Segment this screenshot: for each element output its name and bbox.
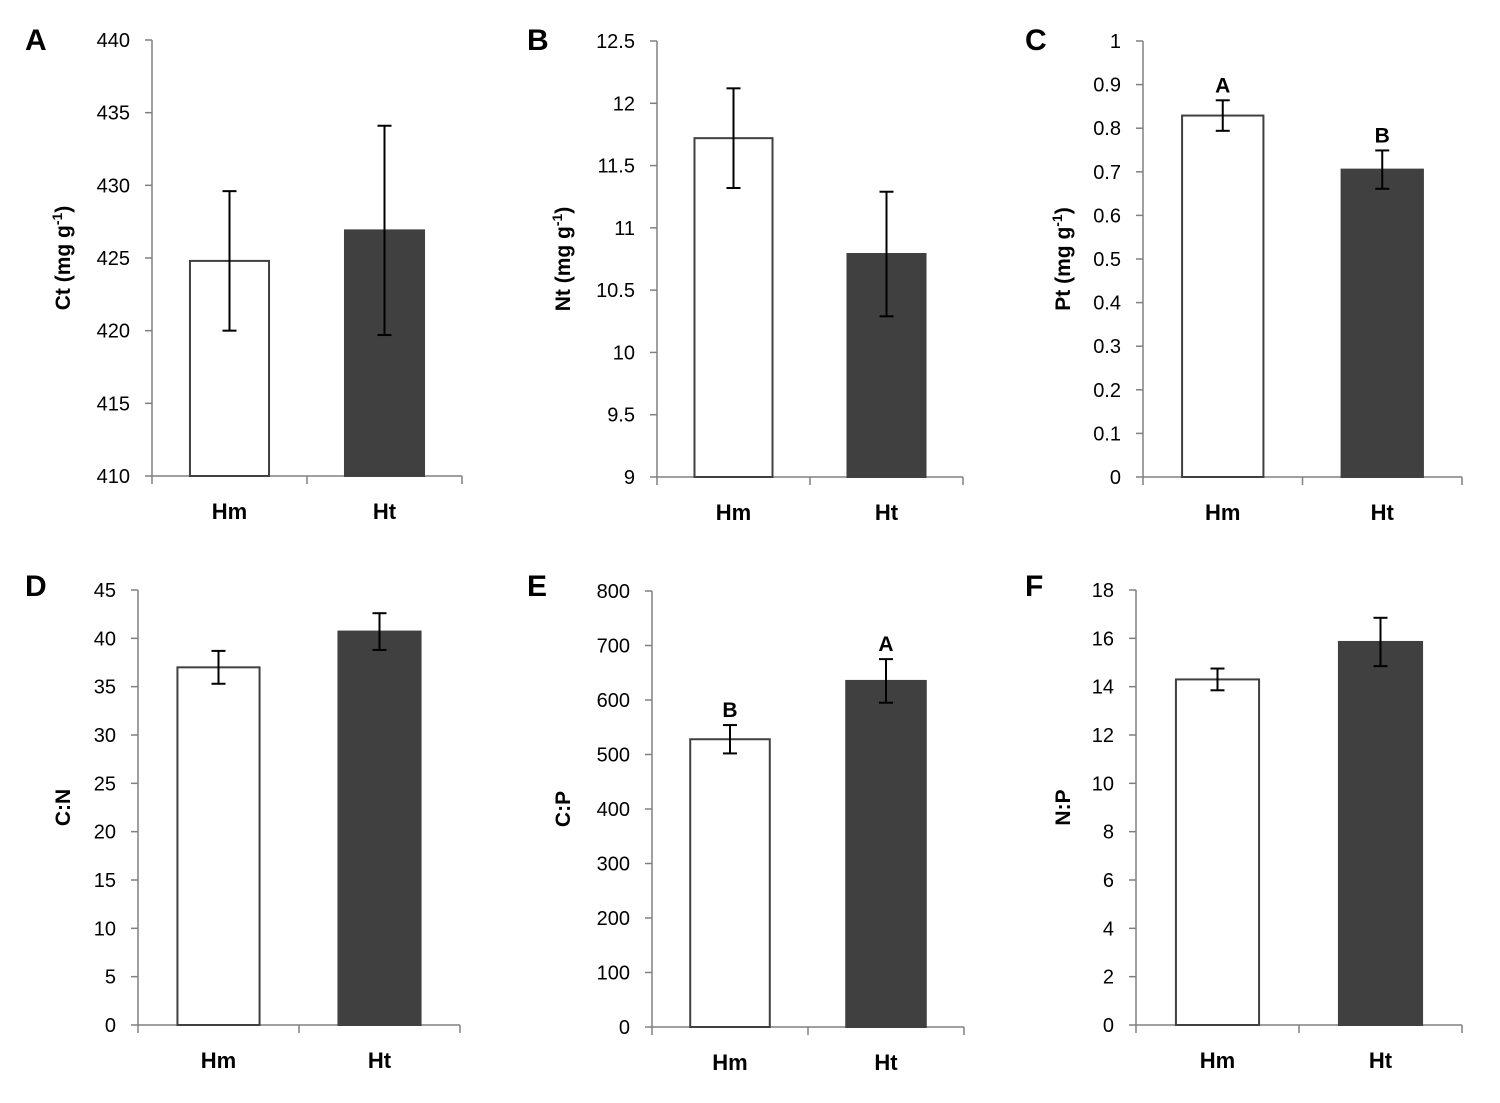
category-label-ht: Ht bbox=[875, 500, 899, 525]
y-tick-label: 0.8 bbox=[1093, 118, 1121, 140]
panel-letter: B bbox=[527, 24, 549, 57]
y-tick-label: 0 bbox=[1110, 467, 1121, 489]
category-label-hm: Hm bbox=[201, 1048, 236, 1073]
y-tick-label: 0.5 bbox=[1093, 249, 1121, 271]
y-tick-label: 10 bbox=[613, 342, 635, 364]
y-tick-label: 18 bbox=[1092, 580, 1114, 602]
y-tick-label: 12 bbox=[613, 93, 635, 115]
y-tick-label: 25 bbox=[94, 773, 116, 795]
y-tick-label: 10 bbox=[1092, 773, 1114, 795]
panel-letter: D bbox=[25, 570, 47, 603]
y-tick-label: 10.5 bbox=[596, 280, 635, 302]
bar-hm bbox=[693, 137, 774, 478]
y-tick-label: 20 bbox=[94, 822, 116, 844]
y-tick-label: 435 bbox=[97, 103, 130, 125]
y-tick-label: 12 bbox=[1092, 725, 1114, 747]
category-label-hm: Hm bbox=[712, 1050, 747, 1075]
y-tick-label: 35 bbox=[94, 677, 116, 699]
y-tick-label: 45 bbox=[94, 580, 116, 602]
category-label-hm: Hm bbox=[1200, 1048, 1235, 1073]
panel-a: A 410 415 420 425 430 435 440 Hm Ht Ct (mg g-1) bbox=[25, 24, 463, 524]
panel-letter: A bbox=[25, 24, 47, 57]
y-tick-label: 410 bbox=[97, 466, 130, 488]
y-tick-label: 16 bbox=[1092, 628, 1114, 650]
y-tick-label: 0.2 bbox=[1093, 380, 1121, 402]
y-tick-label: 15 bbox=[94, 870, 116, 892]
y-tick-label: 10 bbox=[94, 918, 116, 940]
panel-letter: F bbox=[1025, 570, 1043, 603]
y-tick-label: 5 bbox=[105, 967, 116, 989]
y-tick-label: 8 bbox=[1103, 822, 1114, 844]
panel-f: F 0 2 4 6 8 10 12 14 16 18 Hm Ht N:P bbox=[1025, 570, 1463, 1073]
y-tick-label: 0 bbox=[105, 1015, 116, 1037]
category-label-ht: Ht bbox=[373, 499, 397, 524]
bar-ht bbox=[1340, 168, 1424, 478]
y-tick-label: 700 bbox=[597, 636, 630, 658]
panel-letter: E bbox=[527, 570, 547, 603]
y-tick-label: 440 bbox=[97, 30, 130, 52]
panel-d: D 0 5 10 15 20 25 30 35 40 45 Hm Ht C:N bbox=[25, 570, 461, 1073]
category-label-hm: Hm bbox=[212, 499, 247, 524]
y-tick-label: 0.4 bbox=[1093, 293, 1121, 315]
y-tick-label: 0.3 bbox=[1093, 336, 1121, 358]
category-label-ht: Ht bbox=[1371, 500, 1395, 525]
y-tick-label: 12.5 bbox=[596, 31, 635, 53]
bar-hm bbox=[176, 666, 261, 1026]
y-tick-label: 9.5 bbox=[607, 405, 635, 427]
panel-letter: C bbox=[1025, 24, 1047, 57]
y-tick-label: 100 bbox=[597, 963, 630, 985]
y-tick-label: 420 bbox=[97, 321, 130, 343]
y-axis-title: Ct (mg g-1) bbox=[49, 206, 75, 311]
significance-letter: B bbox=[1375, 124, 1390, 147]
y-axis-title: Nt (mg g-1) bbox=[549, 207, 575, 312]
y-tick-label: 600 bbox=[597, 690, 630, 712]
y-tick-label: 400 bbox=[597, 799, 630, 821]
y-axis-title: C:P bbox=[552, 791, 575, 827]
significance-letter: B bbox=[722, 699, 737, 722]
bar-hm bbox=[1174, 678, 1261, 1027]
y-tick-label: 0.6 bbox=[1093, 205, 1121, 227]
category-label-ht: Ht bbox=[1369, 1048, 1393, 1073]
y-axis-title: C:N bbox=[52, 789, 75, 826]
bar-ht bbox=[337, 630, 422, 1026]
category-label-hm: Hm bbox=[716, 500, 751, 525]
y-axis-title: Pt (mg g-1) bbox=[1049, 207, 1075, 310]
y-tick-label: 0.9 bbox=[1093, 75, 1121, 97]
y-tick-label: 800 bbox=[597, 581, 630, 603]
y-tick-label: 40 bbox=[94, 628, 116, 650]
y-tick-label: 4 bbox=[1103, 918, 1114, 940]
y-tick-label: 9 bbox=[624, 467, 635, 489]
y-tick-label: 30 bbox=[94, 725, 116, 747]
panel-b: B 9 9.5 10 10.5 11 11.5 12 12.5 Hm Ht Nt (mg g-1) bbox=[527, 24, 964, 525]
y-tick-label: 430 bbox=[97, 175, 130, 197]
y-tick-label: 11.5 bbox=[598, 156, 635, 178]
y-tick-label: 200 bbox=[597, 908, 630, 930]
y-tick-label: 0.1 bbox=[1093, 423, 1121, 445]
y-tick-label: 6 bbox=[1103, 870, 1114, 892]
bar-hm bbox=[1181, 114, 1265, 478]
category-label-ht: Ht bbox=[874, 1050, 898, 1075]
y-tick-label: 0 bbox=[1103, 1015, 1114, 1037]
y-tick-label: 500 bbox=[597, 745, 630, 767]
y-tick-label: 0.7 bbox=[1093, 162, 1121, 184]
panel-e: E 0 100 200 300 400 500 600 700 800 B Hm A Ht C:P bbox=[527, 570, 965, 1075]
category-label-ht: Ht bbox=[368, 1048, 392, 1073]
panel-c: C 0 0.1 0.2 0.3 0.4 0.5 0.6 0.7 0.8 0.9 1 A Hm B Ht Pt (… bbox=[1025, 24, 1463, 525]
significance-letter: A bbox=[878, 633, 893, 656]
y-tick-label: 11 bbox=[614, 218, 635, 240]
y-tick-label: 1 bbox=[1110, 31, 1121, 53]
bar-hm bbox=[689, 738, 771, 1028]
bar-ht bbox=[845, 679, 927, 1028]
category-label-hm: Hm bbox=[1205, 500, 1240, 525]
significance-letter: A bbox=[1215, 74, 1230, 97]
y-axis-title: N:P bbox=[1052, 789, 1075, 825]
y-tick-label: 14 bbox=[1092, 677, 1114, 699]
y-tick-label: 300 bbox=[597, 854, 630, 876]
y-tick-label: 2 bbox=[1103, 967, 1114, 989]
bar-ht bbox=[1337, 640, 1424, 1026]
y-tick-label: 425 bbox=[97, 248, 130, 270]
y-tick-label: 415 bbox=[97, 393, 130, 415]
y-tick-label: 0 bbox=[619, 1017, 630, 1039]
